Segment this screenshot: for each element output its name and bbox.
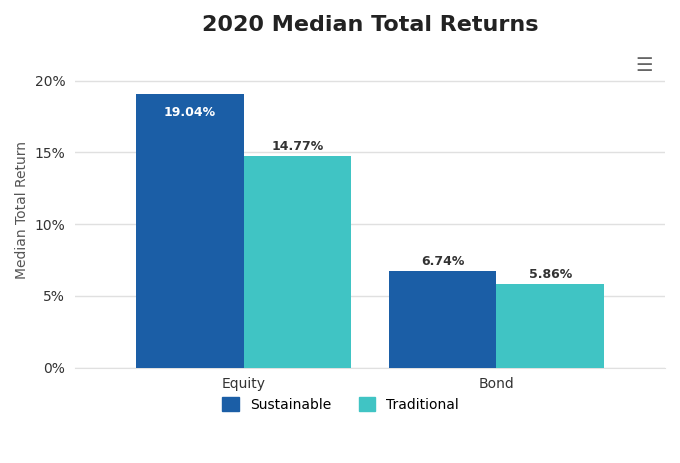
- Title: 2020 Median Total Returns: 2020 Median Total Returns: [202, 15, 539, 35]
- Text: 19.04%: 19.04%: [164, 106, 216, 119]
- Bar: [496, 283, 605, 368]
- Text: ☰: ☰: [635, 56, 653, 75]
- Y-axis label: Median Total Return: Median Total Return: [15, 141, 29, 279]
- Bar: [388, 271, 496, 368]
- Bar: [243, 156, 352, 368]
- Text: 6.74%: 6.74%: [421, 255, 464, 268]
- Text: 5.86%: 5.86%: [529, 268, 572, 281]
- Text: 14.77%: 14.77%: [271, 140, 324, 153]
- Legend: Sustainable, Traditional: Sustainable, Traditional: [216, 392, 464, 418]
- Bar: [136, 94, 243, 368]
